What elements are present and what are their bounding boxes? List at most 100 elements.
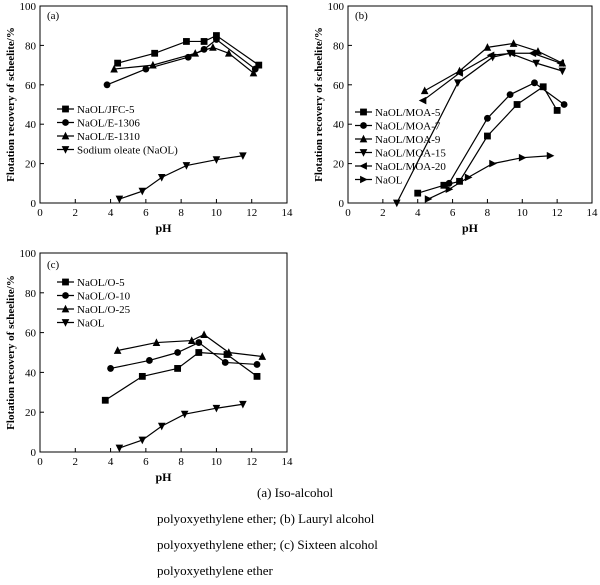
y-tick-label-b-60: 60	[333, 80, 345, 92]
legend-label-c-naol-o-25: NaOL/O-25	[77, 304, 131, 316]
legend-label-b-naol-moa-15: NaOL/MOA-15	[375, 148, 446, 160]
data-point-b-naol-moa-20-5	[556, 59, 565, 67]
legend-marker-b-naol	[360, 175, 368, 184]
data-point-c-naol-3	[180, 410, 189, 419]
legend-marker-a-sodium-oleate-naol	[61, 146, 70, 154]
y-tick-label-c-40: 40	[25, 367, 37, 379]
data-point-c-naol-o-10-1	[145, 357, 153, 364]
data-point-c-naol-2	[157, 422, 166, 431]
data-point-a-sodium-oleate-naol-1	[138, 187, 147, 196]
legend-marker-b-naol-moa-20	[359, 162, 367, 170]
legend-marker-a-naol-jfc-5	[62, 105, 69, 113]
series-b-naol	[424, 151, 555, 203]
legend-marker-b-naol-moa-7	[360, 122, 367, 129]
caption-line-2: polyoxyethylene ether; (b) Lauryl alcoho…	[157, 511, 375, 526]
series-line-c-naol-o-25	[117, 333, 263, 358]
series-line-a-naol-e-1310	[114, 46, 254, 74]
data-point-b-naol-moa-7-2	[506, 91, 514, 99]
legend-entry-a-naol-e-1306: NaOL/E-1306	[57, 118, 140, 130]
data-point-b-naol-moa-20-4	[528, 49, 537, 58]
x-axis-label-a: pH	[155, 221, 172, 235]
data-point-a-naol-e-1310-5	[249, 68, 258, 77]
data-point-b-naol-moa-5-5	[539, 83, 547, 91]
panel-label-a: (a)	[47, 10, 60, 22]
series-line-b-naol-moa-20	[422, 52, 561, 102]
plot-frame-b	[347, 5, 593, 204]
x-tick-label-a-6: 6	[143, 207, 149, 219]
legend-marker-c-naol-o-25	[61, 304, 70, 313]
data-point-b-naol-moa-9-3	[509, 39, 518, 47]
caption-line-4: polyoxyethylene ether	[157, 563, 273, 578]
y-tick-label-b-40: 40	[333, 119, 345, 131]
y-axis-label-b: Flotation recovery of scheelite/%	[313, 27, 325, 182]
data-point-c-naol-o-10-4	[221, 359, 229, 366]
x-tick-label-a-8: 8	[178, 207, 184, 219]
y-axis-label-c: Flotation recovery of scheelite/%	[5, 275, 17, 430]
y-tick-label-c-80: 80	[25, 288, 37, 300]
y-tick-label-c-100: 100	[20, 248, 37, 260]
data-point-c-naol-o-10-2	[174, 349, 182, 356]
data-point-c-naol-o-25-4	[224, 348, 233, 356]
legend-entry-b-naol-moa-20: NaOL/MOA-20	[355, 161, 446, 173]
data-point-a-naol-jfc-5-0	[114, 59, 122, 67]
data-point-b-naol-moa-7-0	[445, 179, 453, 187]
data-point-c-naol-o-5-2	[174, 365, 182, 372]
legend-entry-b-naol-moa-7: NaOL/MOA-7	[355, 121, 441, 133]
data-point-a-naol-e-1310-0	[110, 64, 118, 73]
legend-marker-a-naol-e-1306	[62, 119, 69, 126]
data-point-b-naol-moa-15-1	[454, 79, 462, 88]
y-tick-label-a-80: 80	[25, 40, 37, 52]
series-c-naol	[115, 400, 247, 453]
series-c-naol-o-10	[107, 339, 261, 372]
legend-label-a-naol-e-1306: NaOL/E-1306	[77, 118, 140, 130]
legend-label-c-naol-o-5: NaOL/O-5	[77, 277, 125, 289]
x-tick-label-a-14: 14	[282, 207, 294, 219]
x-tick-label-a-0: 0	[37, 207, 43, 219]
data-point-a-naol-e-1310-3	[209, 43, 217, 51]
data-point-a-naol-e-1310-2	[191, 49, 200, 57]
data-point-c-naol-o-25-5	[258, 352, 267, 360]
x-tick-label-b-0: 0	[345, 207, 351, 219]
data-point-a-naol-jfc-5-3	[200, 38, 208, 45]
data-point-c-naol-5	[239, 400, 247, 409]
data-point-a-naol-jfc-5-2	[183, 38, 190, 45]
x-tick-label-c-6: 6	[143, 456, 149, 468]
data-point-a-sodium-oleate-naol-0	[115, 195, 124, 204]
data-point-c-naol-o-25-3	[200, 330, 208, 338]
legend-marker-b-naol-moa-5	[360, 108, 367, 116]
data-point-b-naol-moa-7-4	[560, 101, 568, 108]
legend-entry-c-naol-o-10: NaOL/O-10	[57, 291, 131, 303]
x-tick-label-b-10: 10	[517, 207, 529, 219]
data-point-b-naol-2	[464, 173, 473, 182]
x-tick-label-b-14: 14	[587, 207, 599, 219]
data-point-a-naol-e-1306-4	[213, 36, 220, 43]
legend-label-a-sodium-oleate-naol: Sodium oleate (NaOL)	[77, 145, 178, 157]
data-point-c-naol-0	[115, 444, 124, 453]
legend-entry-a-sodium-oleate-naol: Sodium oleate (NaOL)	[57, 145, 178, 157]
legend-entry-c-naol: NaOL	[57, 318, 105, 330]
series-line-a-naol-jfc-5	[117, 34, 260, 66]
data-point-b-naol-3	[489, 159, 497, 168]
data-point-b-naol-moa-15-0	[393, 199, 401, 208]
data-point-c-naol-o-25-2	[187, 336, 196, 344]
y-tick-label-c-20: 20	[25, 407, 37, 419]
legend-entry-c-naol-o-25: NaOL/O-25	[57, 304, 131, 316]
series-line-b-naol	[427, 155, 551, 200]
series-b-naol-moa-7	[445, 79, 568, 187]
data-point-a-naol-e-1310-4	[224, 49, 233, 57]
legend-marker-a-naol-e-1310	[61, 131, 70, 140]
data-point-a-sodium-oleate-naol-5	[239, 152, 247, 160]
legend-label-c-naol-o-10: NaOL/O-10	[77, 291, 131, 303]
x-tick-label-b-6: 6	[450, 207, 456, 219]
data-point-b-naol-1	[445, 185, 454, 194]
series-c-naol-o-25	[113, 330, 267, 360]
data-point-a-sodium-oleate-naol-4	[212, 156, 221, 164]
legend-entry-b-naol-moa-15: NaOL/MOA-15	[355, 148, 446, 160]
caption-line-1: (a) Iso-alcohol	[257, 485, 334, 500]
data-point-a-naol-jfc-5-4	[213, 32, 220, 39]
panel-label-c: (c)	[47, 259, 60, 271]
data-point-a-naol-jfc-5-1	[151, 49, 159, 57]
data-point-b-naol-moa-5-4	[513, 101, 521, 108]
